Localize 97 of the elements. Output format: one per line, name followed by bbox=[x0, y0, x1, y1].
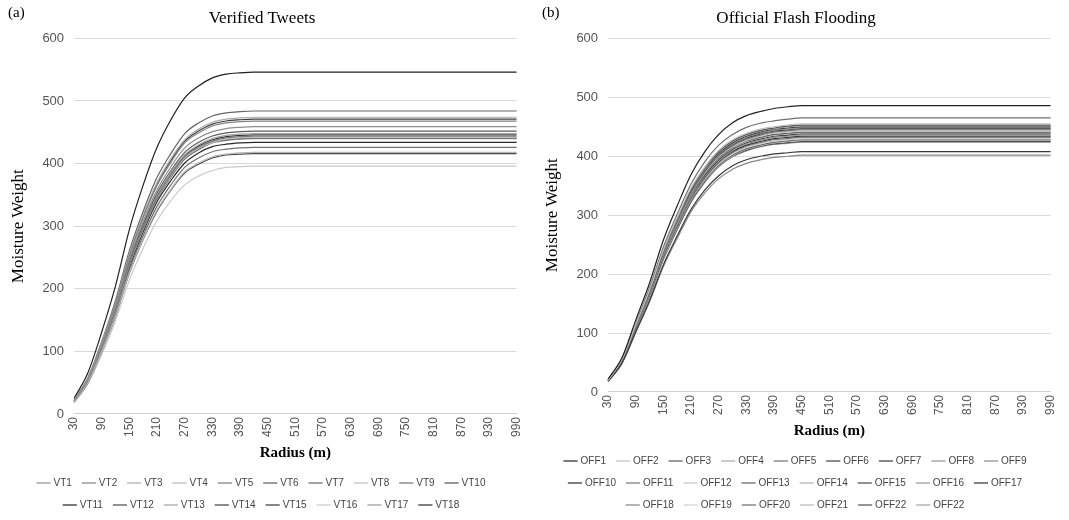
x-tick-label: 150 bbox=[655, 394, 670, 416]
legend-label: OFF19 bbox=[700, 498, 733, 510]
x-tick-label: 390 bbox=[766, 394, 781, 416]
y-tick-label: 200 bbox=[42, 280, 65, 296]
legend-label: OFF5 bbox=[790, 454, 817, 466]
legend-label: VT7 bbox=[325, 476, 345, 488]
legend-label: VT12 bbox=[129, 498, 155, 510]
legend-label: VT8 bbox=[370, 476, 390, 488]
legend-label: OFF2 bbox=[633, 454, 660, 466]
y-tick-label: 600 bbox=[576, 29, 599, 45]
legend-label: OFF21 bbox=[817, 498, 849, 510]
text: (b) bbox=[542, 4, 560, 22]
y-tick-label: 100 bbox=[42, 342, 65, 358]
y-tick-label: 300 bbox=[42, 217, 65, 233]
y-tick-label: 300 bbox=[576, 206, 599, 222]
legend-label: OFF9 bbox=[1000, 454, 1027, 466]
legend-label: OFF8 bbox=[948, 454, 975, 466]
x-tick-label: 270 bbox=[711, 394, 726, 416]
legend-label: OFF14 bbox=[816, 476, 849, 488]
x-axis-title: Radius (m) bbox=[793, 421, 865, 439]
legend-label: OFF20 bbox=[758, 498, 791, 510]
legend-label: OFF15 bbox=[874, 476, 907, 488]
legend-label: OFF1 bbox=[580, 454, 607, 466]
x-tick-label: 210 bbox=[149, 416, 164, 438]
legend-label: VT9 bbox=[416, 476, 436, 488]
x-tick-label: 30 bbox=[600, 394, 615, 409]
y-tick-label: 0 bbox=[56, 405, 65, 421]
legend-label: VT11 bbox=[79, 498, 104, 510]
x-tick-label: 510 bbox=[287, 416, 302, 438]
x-tick-label: 990 bbox=[1042, 394, 1057, 416]
x-tick-label: 390 bbox=[232, 416, 247, 438]
x-tick-label: 630 bbox=[876, 394, 891, 416]
legend-label: OFF3 bbox=[685, 454, 712, 466]
legend-label: VT5 bbox=[234, 476, 254, 488]
x-tick-label: 150 bbox=[121, 416, 136, 438]
legend-label: OFF22 bbox=[933, 498, 965, 510]
x-tick-label: 270 bbox=[177, 416, 192, 438]
y-tick-label: 500 bbox=[42, 92, 65, 108]
y-tick-label: 500 bbox=[576, 88, 599, 104]
legend-label: OFF13 bbox=[758, 476, 791, 488]
x-tick-label: 570 bbox=[849, 394, 864, 416]
legend-label: VT18 bbox=[435, 498, 460, 510]
x-tick-label: 30 bbox=[66, 416, 81, 431]
x-tick-label: 90 bbox=[94, 416, 109, 431]
x-tick-label: 810 bbox=[425, 416, 440, 438]
x-tick-label: 450 bbox=[794, 394, 808, 416]
legend-label: OFF6 bbox=[843, 454, 870, 466]
y-axis-title: Moisture Weight bbox=[541, 157, 561, 273]
x-tick-label: 210 bbox=[683, 394, 698, 416]
legend-label: VT1 bbox=[53, 476, 73, 488]
x-tick-label: 870 bbox=[987, 394, 1002, 416]
chart-title: Verified Tweets bbox=[208, 7, 316, 27]
y-tick-label: 400 bbox=[42, 155, 65, 171]
x-tick-label: 870 bbox=[453, 416, 468, 438]
y-tick-label: 100 bbox=[576, 324, 599, 340]
x-tick-label: 90 bbox=[628, 394, 643, 409]
legend-label: OFF4 bbox=[738, 454, 765, 466]
y-tick-label: 200 bbox=[576, 265, 599, 281]
legend-label: OFF16 bbox=[932, 476, 965, 488]
legend-label: VT2 bbox=[98, 476, 118, 488]
x-tick-label: 750 bbox=[932, 394, 947, 416]
y-axis-title: Moisture Weight bbox=[7, 168, 27, 284]
legend-label: VT15 bbox=[282, 498, 307, 510]
y-tick-label: 400 bbox=[576, 147, 599, 163]
legend-label: VT6 bbox=[280, 476, 299, 488]
legend-label: OFF12 bbox=[700, 476, 732, 488]
x-tick-label: 330 bbox=[738, 394, 753, 416]
legend-label: OFF10 bbox=[584, 476, 617, 488]
x-tick-label: 930 bbox=[481, 416, 496, 438]
legend-label: VT4 bbox=[189, 476, 209, 488]
legend-label: VT10 bbox=[461, 476, 486, 488]
x-tick-label: 570 bbox=[315, 416, 330, 438]
x-tick-label: 510 bbox=[821, 394, 836, 416]
x-tick-label: 690 bbox=[904, 394, 919, 416]
x-tick-label: 930 bbox=[1015, 394, 1030, 416]
legend-label: OFF11 bbox=[643, 476, 674, 488]
x-tick-label: 990 bbox=[508, 416, 523, 438]
legend-label: OFF7 bbox=[895, 454, 922, 466]
legend-label: VT17 bbox=[384, 498, 409, 510]
legend-label: VT16 bbox=[333, 498, 358, 510]
chart-title: Official Flash Flooding bbox=[716, 7, 877, 27]
y-tick-label: 0 bbox=[590, 383, 599, 399]
text: (a) bbox=[8, 4, 25, 22]
x-axis-title: Radius (m) bbox=[259, 443, 331, 461]
y-tick-label: 600 bbox=[42, 29, 65, 45]
legend-label: OFF17 bbox=[990, 476, 1023, 488]
x-tick-label: 690 bbox=[370, 416, 385, 438]
legend-label: VT3 bbox=[144, 476, 163, 488]
legend-label: OFF18 bbox=[642, 498, 675, 510]
x-tick-label: 630 bbox=[342, 416, 357, 438]
legend-label: VT14 bbox=[231, 498, 257, 510]
legend-label: VT13 bbox=[180, 498, 206, 510]
x-tick-label: 750 bbox=[398, 416, 413, 438]
x-tick-label: 810 bbox=[959, 394, 974, 416]
x-tick-label: 330 bbox=[204, 416, 219, 438]
x-tick-label: 450 bbox=[260, 416, 274, 438]
legend-label: OFF22 bbox=[875, 498, 907, 510]
